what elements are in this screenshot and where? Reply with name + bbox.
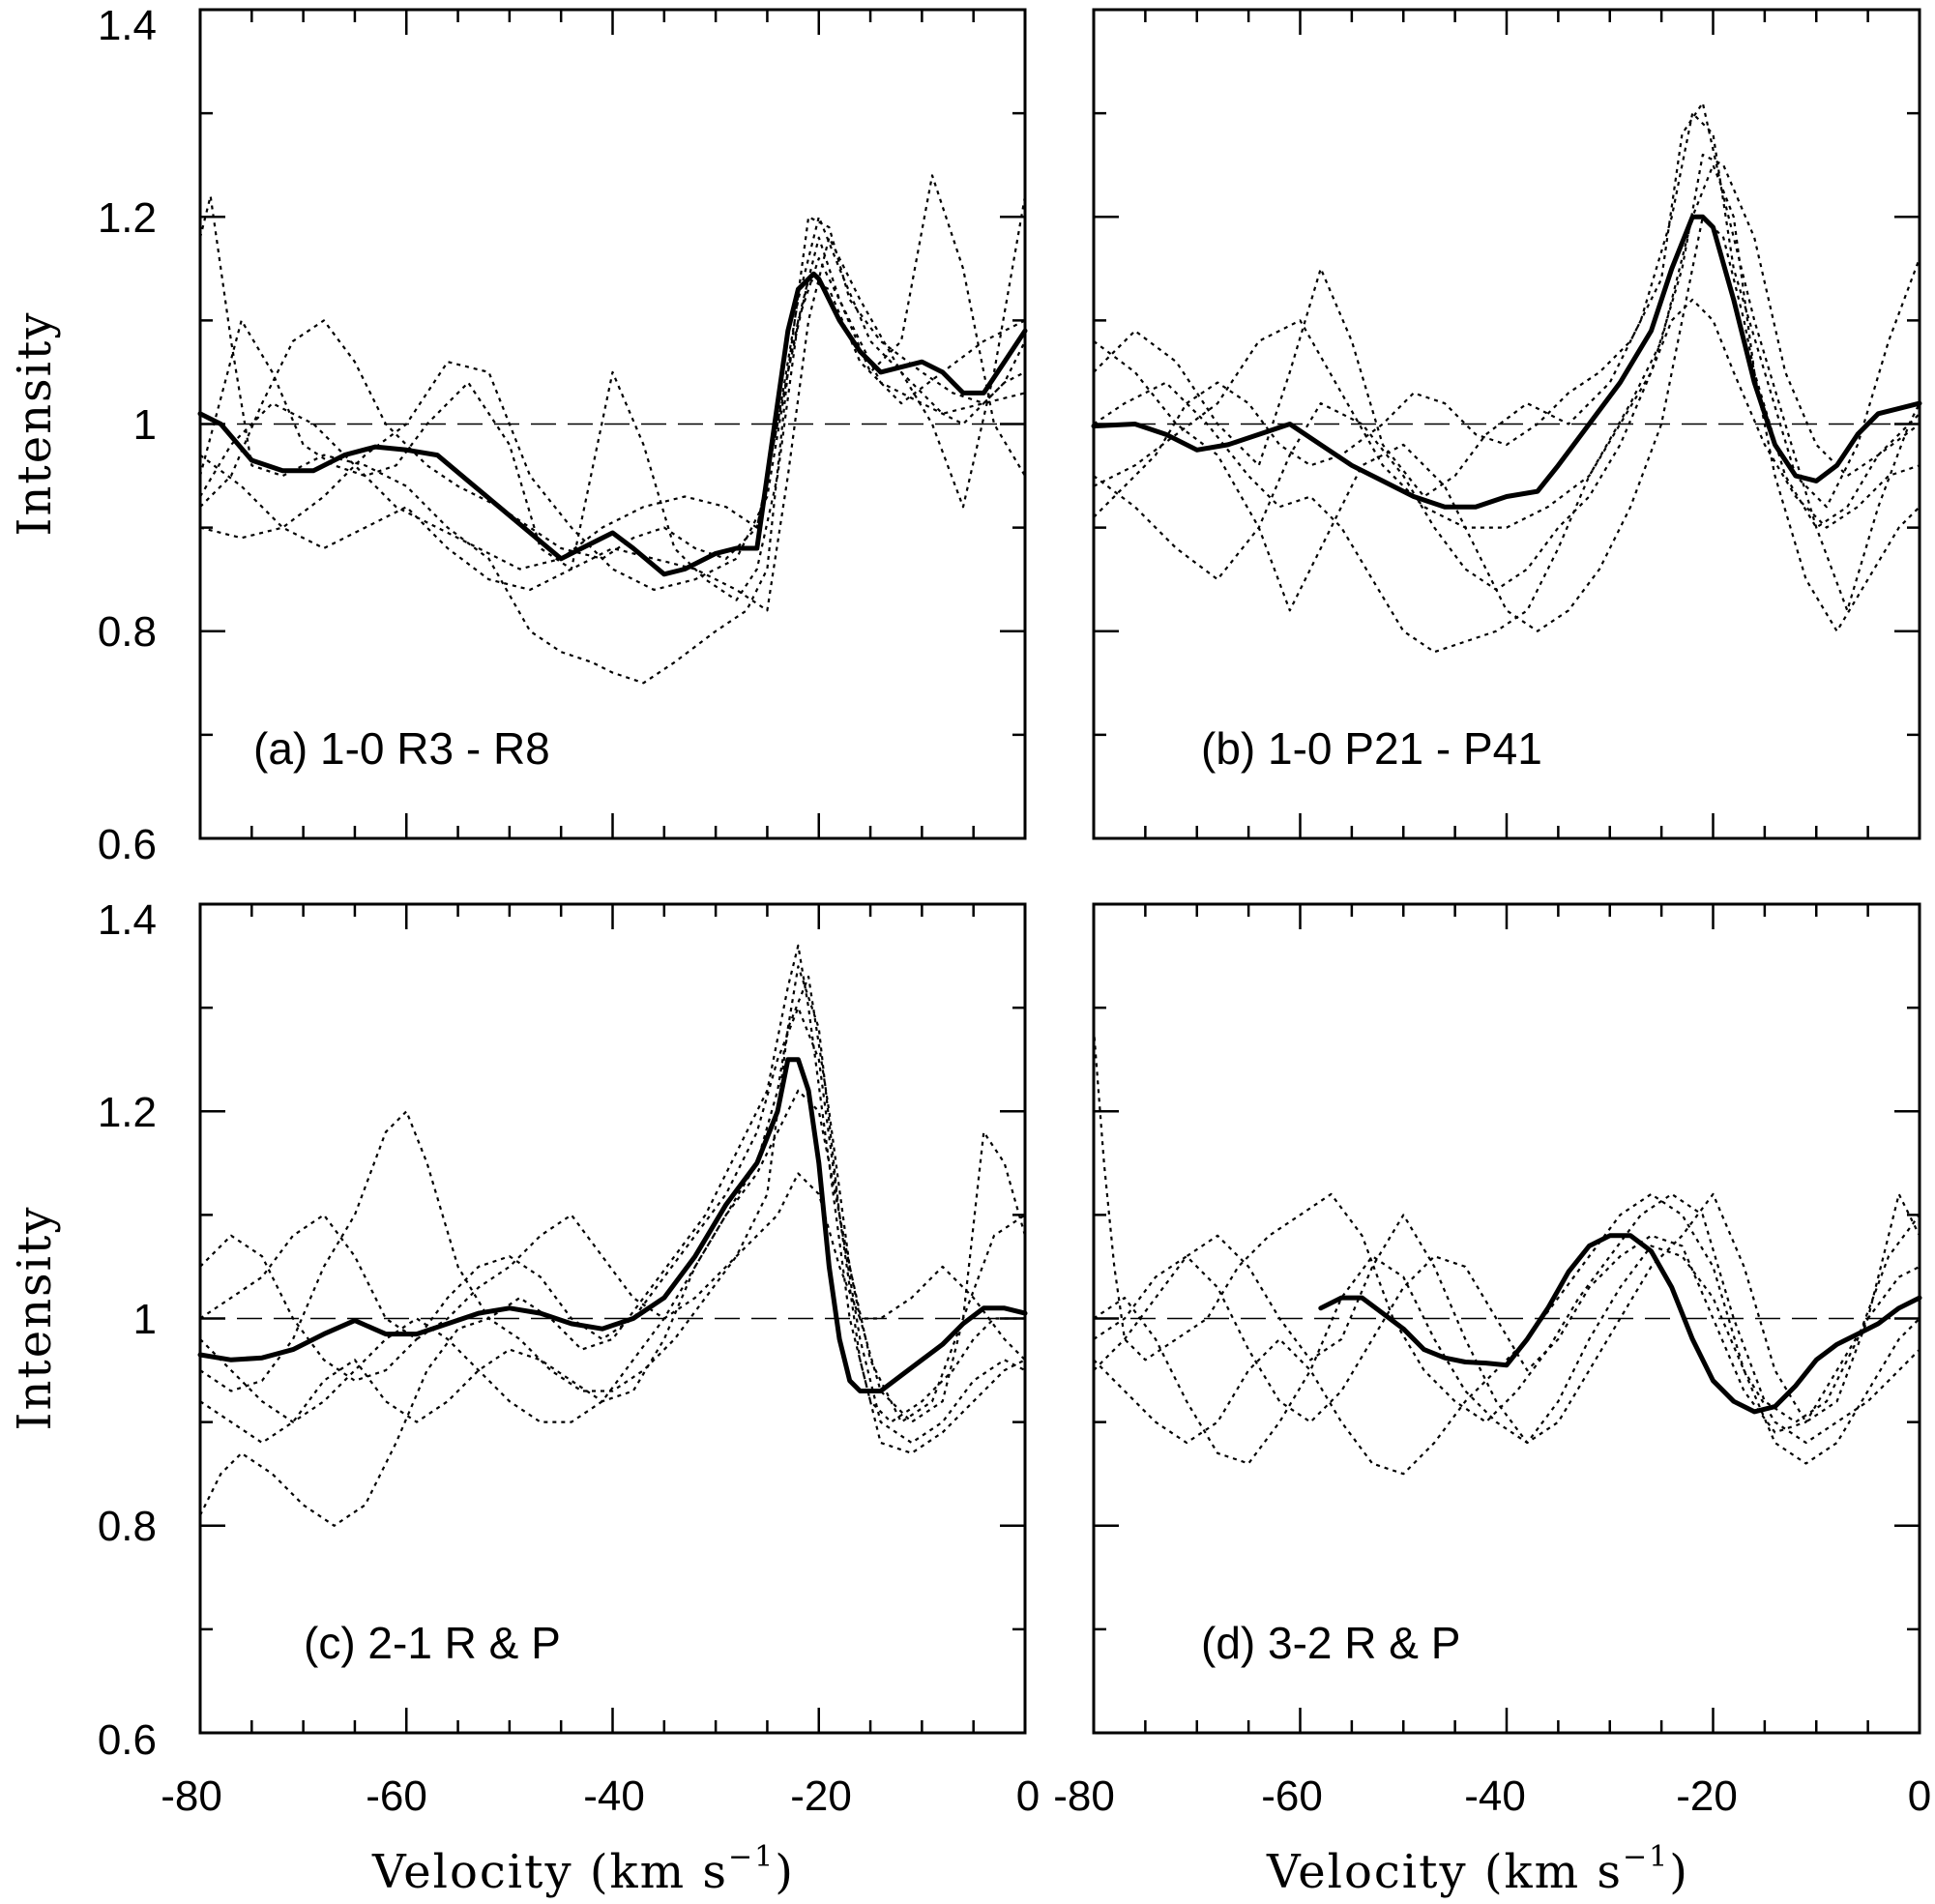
panel-d-ticks	[1092, 902, 1921, 1735]
panel-d-xlabel-tail: )	[1669, 1845, 1689, 1899]
panel-c-individual-curve	[199, 944, 1025, 1527]
panel-d-individual-curves	[1092, 1028, 1920, 1476]
panel-a-ytick-label: 1.2	[98, 194, 157, 242]
panel-c-ticks	[198, 902, 1027, 1735]
panel-a-ytick-labels: 1.4 1.2 1 0.8 0.6	[98, 2, 157, 868]
panel-a-individual-curves	[198, 174, 1027, 685]
panel-a-individual-curve	[198, 174, 1026, 601]
panel-b-individual-curve	[1093, 153, 1920, 591]
panel-d-label: (d) 3-2 R & P	[1201, 1618, 1460, 1668]
panel-c-ytick-label: 0.6	[98, 1716, 157, 1764]
panel-b: (b) 1-0 P21 - P41	[1091, 8, 1922, 840]
panel-b-individual-curve	[1093, 112, 1921, 509]
panel-d-individual-curve	[1093, 1192, 1920, 1476]
panel-a-ytick-label: 0.6	[98, 821, 157, 868]
panel-b-label: (b) 1-0 P21 - P41	[1201, 723, 1542, 774]
panel-d-xtick-label: 0	[1908, 1772, 1931, 1820]
panel-c-individual-curve	[199, 975, 1026, 1423]
panel-d-xtick-label: -40	[1464, 1772, 1526, 1820]
panel-c-xlabel-tail: )	[775, 1845, 795, 1899]
panel-c-individual-curves	[199, 944, 1027, 1527]
panel-c-xtick-label: 0	[1016, 1772, 1040, 1820]
panel-a-ytick-label: 1	[133, 401, 157, 449]
panel-c-xlabel: Velocity (km s−1)	[371, 1840, 795, 1899]
panel-d-average-curve	[1318, 1233, 1922, 1415]
panel-d-xtick-labels: -80 -60 -40 -20 0	[1053, 1772, 1931, 1820]
panel-c-individual-curve	[199, 1089, 1026, 1445]
panel-d-individual-curve	[1093, 1192, 1920, 1445]
panel-d-xlabel: Velocity (km s−1)	[1266, 1840, 1689, 1899]
panel-d: (d) 3-2 R & P -80 -60 -40 -20 0 Velocity…	[1053, 902, 1931, 1899]
panel-d-individual-curve	[1093, 1234, 1920, 1434]
panel-b-individual-curves	[1093, 102, 1921, 654]
panel-a-individual-curve	[199, 257, 1026, 571]
panel-c-ytick-label: 1	[133, 1296, 157, 1343]
panel-d-xlabel-main: Velocity (km s	[1266, 1845, 1623, 1899]
panel-c-xtick-labels: -80 -60 -40 -20 0	[161, 1772, 1040, 1820]
panel-c-individual-curve	[199, 965, 1026, 1454]
panel-c-ylabel: Intensity	[8, 1206, 62, 1431]
panel-c-ytick-label: 1.4	[98, 896, 157, 944]
panel-b-individual-curve	[1093, 163, 1920, 529]
panel-a-ylabel: Intensity	[8, 311, 62, 537]
panel-a-ticks	[198, 8, 1027, 840]
panel-d-xtick-label: -60	[1261, 1772, 1323, 1820]
panel-c: (c) 2-1 R & P 1.4 1.2 1 0.8 0.6 Intensit…	[8, 896, 1040, 1899]
panel-d-xtick-label: -80	[1053, 1772, 1115, 1820]
panel-a-individual-curve	[199, 278, 1026, 591]
panel-a-ytick-label: 0.8	[98, 608, 157, 656]
panel-c-ytick-label: 1.2	[98, 1089, 157, 1136]
panel-c-individual-curve	[199, 1007, 1027, 1423]
panel-b-average-curve	[1091, 214, 1922, 510]
panel-c-xtick-label: -20	[790, 1772, 852, 1820]
panel-c-xtick-label: -60	[366, 1772, 427, 1820]
panel-a-ytick-label: 1.4	[98, 2, 157, 49]
panel-c-label: (c) 2-1 R & P	[304, 1618, 561, 1668]
panel-c-xlabel-main: Velocity (km s	[371, 1845, 728, 1899]
panel-a-average-curve	[197, 271, 1028, 577]
panel-a-individual-curve	[199, 195, 1027, 560]
panel-d-individual-curve	[1092, 1028, 1920, 1423]
panel-c-ytick-label: 0.8	[98, 1503, 157, 1550]
panel-d-xlabel-sup: −1	[1623, 1840, 1669, 1874]
panel-b-ticks	[1092, 8, 1921, 840]
panel-c-xtick-label: -80	[161, 1772, 222, 1820]
panel-d-xtick-label: -20	[1676, 1772, 1738, 1820]
panel-a: (a) 1-0 R3 - R8 1.4 1.2 1 0.8 0.6 Intens…	[8, 2, 1028, 868]
panel-c-average-curve	[197, 1057, 1028, 1393]
panel-a-label: (a) 1-0 R3 - R8	[253, 723, 550, 774]
panel-c-ytick-labels: 1.4 1.2 1 0.8 0.6	[98, 896, 157, 1764]
panel-d-individual-curve	[1093, 1245, 1920, 1465]
panel-b-individual-curve	[1093, 102, 1920, 612]
panel-c-xtick-label: -40	[583, 1772, 645, 1820]
panel-a-individual-curve	[198, 194, 1026, 685]
panel-c-xlabel-sup: −1	[728, 1840, 775, 1874]
panel-b-individual-curve	[1093, 216, 1920, 632]
